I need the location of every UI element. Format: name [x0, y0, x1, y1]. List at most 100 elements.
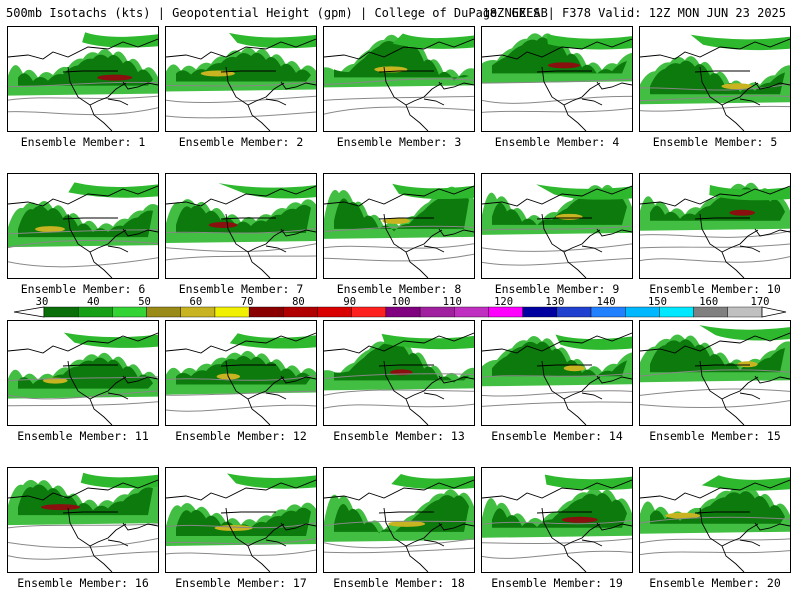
colorbar-swatch — [419, 306, 455, 318]
colorbar-tick-label: 150 — [647, 296, 667, 308]
panel-label: Ensemble Member: 12 — [175, 429, 307, 443]
colorbar-swatch — [385, 306, 421, 318]
map-panel-member-14 — [481, 320, 633, 426]
map-panel-member-20 — [639, 467, 791, 573]
map-image — [482, 184, 632, 278]
colorbar-swatch — [43, 306, 79, 318]
isotach-shading — [166, 473, 316, 546]
isotach-shading — [166, 183, 316, 244]
colorbar-max-arrow — [761, 306, 787, 318]
header-title: 500mb Isotachs (kts) | Geopotential Heig… — [6, 6, 548, 20]
panel-label: Ensemble Member: 10 — [649, 282, 781, 296]
height-contours — [8, 229, 158, 268]
height-contours — [482, 78, 632, 113]
colorbar-swatch — [488, 306, 523, 318]
panel-label: Ensemble Member: 4 — [494, 135, 620, 149]
panel-label: Ensemble Member: 20 — [649, 576, 781, 590]
panel-label: Ensemble Member: 19 — [491, 576, 623, 590]
map-image — [640, 475, 790, 572]
map-image — [166, 32, 316, 131]
panel-label: Ensemble Member: 17 — [175, 576, 307, 590]
coastlines — [324, 185, 474, 278]
colorbar-tick-label: 60 — [189, 296, 203, 308]
panel-label: Ensemble Member: 11 — [17, 429, 149, 443]
map-image — [166, 183, 316, 278]
colorbar-swatch — [77, 306, 113, 318]
height-contours — [166, 228, 316, 261]
colorbar-min-arrow — [13, 306, 45, 318]
isotach-shading — [324, 474, 474, 542]
colorbar-tick-label: 80 — [292, 296, 305, 308]
colorbar-swatch — [625, 306, 660, 318]
colorbar-swatch — [727, 306, 763, 318]
map-panel-member-13 — [323, 320, 475, 426]
colorbar-swatch — [590, 306, 626, 318]
map-panel-member-8 — [323, 173, 475, 279]
colorbar-swatch — [659, 306, 694, 318]
map-panel-member-10 — [639, 173, 791, 279]
colorbar-swatch — [317, 306, 352, 318]
map-image — [482, 33, 632, 131]
map-panel-member-9 — [481, 173, 633, 279]
isotach-shading — [166, 333, 316, 395]
map-panel-member-18 — [323, 467, 475, 573]
colorbar-swatch — [556, 306, 592, 318]
map-image — [324, 332, 474, 425]
isotach-shading — [324, 183, 474, 239]
map-image — [324, 183, 474, 278]
coastlines — [166, 38, 316, 131]
coastlines — [8, 38, 158, 131]
header: 500mb Isotachs (kts) | Geopotential Heig… — [0, 0, 800, 24]
colorbar-swatch — [112, 306, 147, 318]
colorbar-ticks: 30 40 50 60 70 80 90 100 110 120 130 140 150 160 170 — [0, 296, 800, 308]
colorbar-swatch — [214, 306, 250, 318]
panel-label: Ensemble Member: 2 — [178, 135, 304, 149]
colorbar-swatch — [454, 306, 489, 318]
colorbar-swatch — [522, 306, 558, 318]
colorbar: 30 40 50 60 70 80 90 100 110 120 130 140 150 160 170 — [0, 296, 800, 320]
height-contours — [8, 523, 158, 560]
height-contours — [482, 372, 632, 407]
colorbar-tick-label: 40 — [86, 296, 100, 308]
colorbar-tick-label: 120 — [494, 296, 514, 308]
height-contours — [640, 230, 790, 263]
isotach-shading — [482, 334, 632, 387]
coastlines — [640, 38, 790, 131]
map-image — [166, 332, 316, 425]
height-contours — [324, 78, 474, 115]
panel-label: Ensemble Member: 13 — [333, 429, 465, 443]
map-panel-member-5 — [639, 26, 791, 132]
map-panel-member-16 — [7, 467, 159, 573]
coastlines — [166, 479, 316, 572]
coastlines — [324, 38, 474, 131]
map-panel-member-6 — [7, 173, 159, 279]
isotach-shading — [482, 474, 632, 538]
coastlines — [166, 332, 316, 425]
colorbar-tick-label: 50 — [138, 296, 151, 308]
coastlines — [482, 185, 632, 278]
panel-label: Ensemble Member: 15 — [649, 429, 781, 443]
height-contours — [8, 81, 158, 116]
map-panel-member-3 — [323, 26, 475, 132]
colorbar-tick-label: 110 — [442, 296, 462, 308]
map-panel-member-12 — [165, 320, 317, 426]
panel-label: Ensemble Member: 1 — [20, 135, 146, 149]
height-contours — [324, 520, 474, 554]
height-contours — [482, 225, 632, 266]
header-valid-time: 18Z GEFS | F378 Valid: 12Z MON JUN 23 20… — [482, 6, 786, 20]
isotach-shading — [482, 33, 632, 84]
colorbar-tick-label: 170 — [750, 296, 770, 308]
isotach-shading — [8, 182, 158, 248]
height-contours — [166, 522, 316, 556]
isotach-shading — [8, 332, 158, 399]
height-contours — [640, 516, 790, 556]
isotach-shading — [640, 34, 790, 105]
map-image — [640, 182, 790, 278]
colorbar-tick-label: 140 — [596, 296, 616, 308]
height-contours — [482, 519, 632, 559]
isotach-shading — [640, 475, 790, 534]
coastlines — [640, 185, 790, 278]
map-image — [640, 34, 790, 131]
colorbar-swatch — [283, 306, 318, 318]
map-panel-member-19 — [481, 467, 633, 573]
